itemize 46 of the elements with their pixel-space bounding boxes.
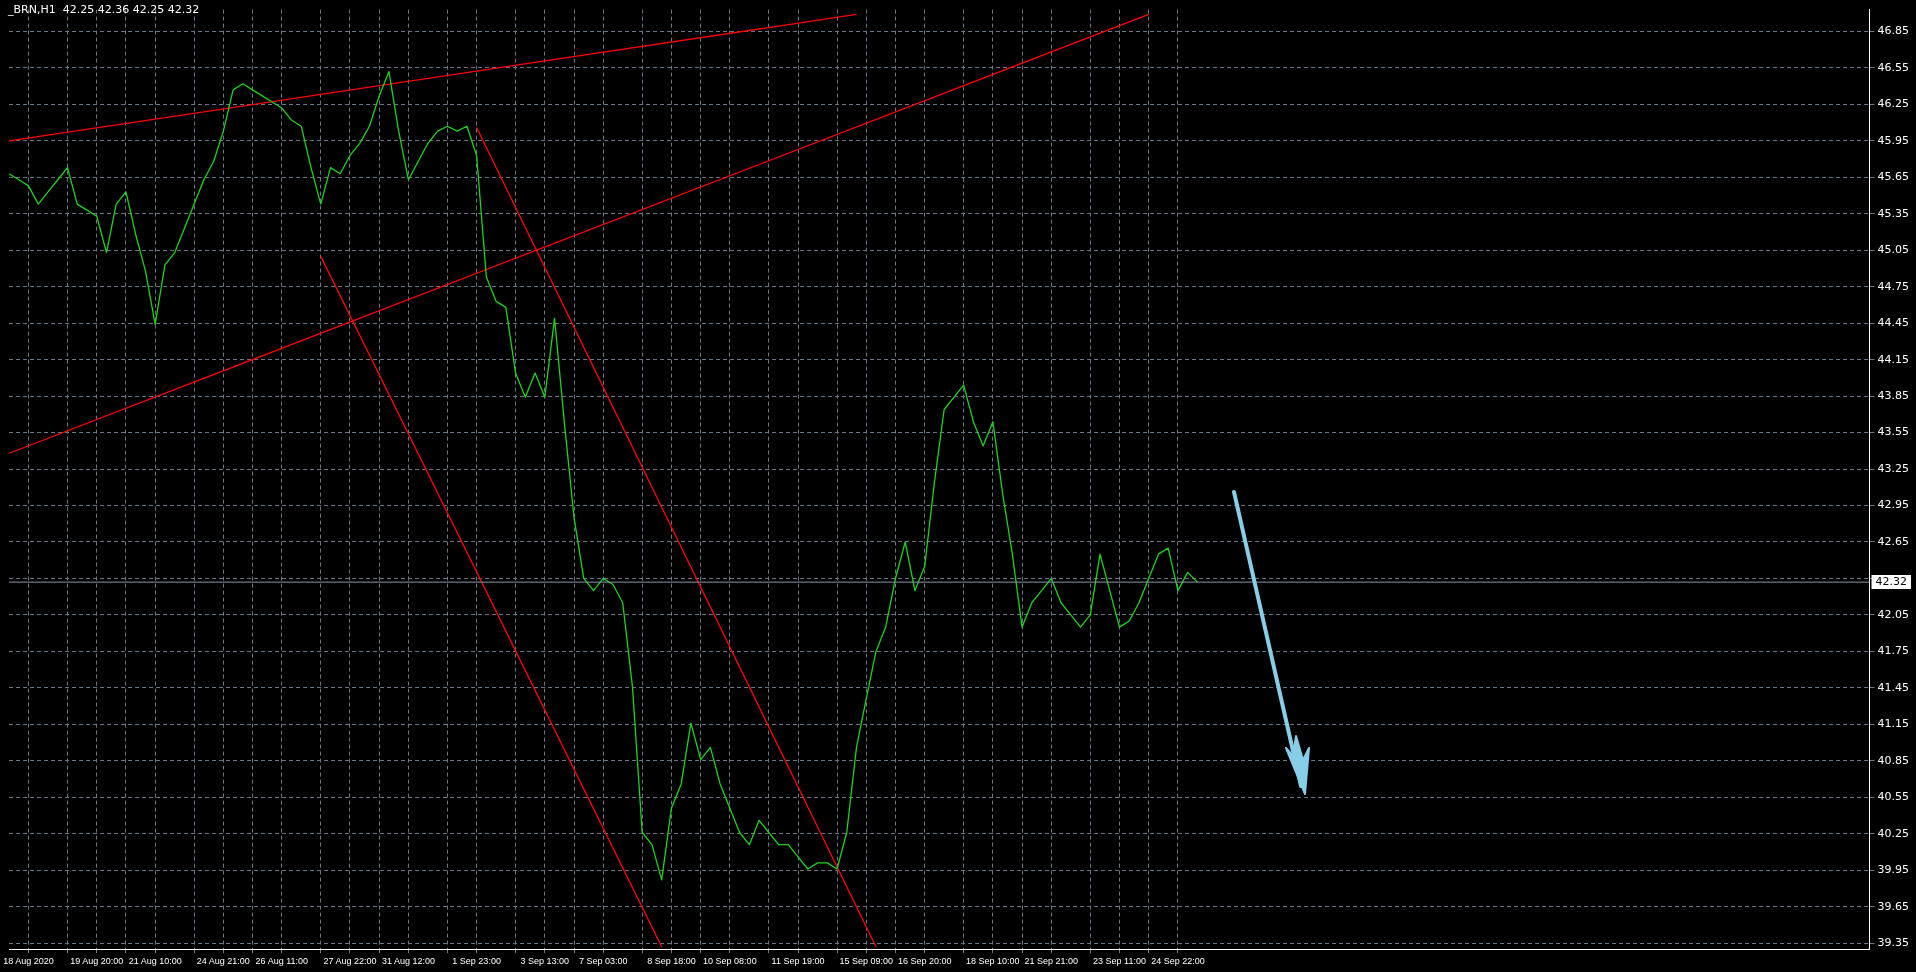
y-tick-label: 43.25 bbox=[1877, 461, 1910, 475]
y-tick-label: 46.55 bbox=[1877, 60, 1910, 74]
y-tick-label: 45.35 bbox=[1877, 206, 1910, 220]
y-tick-label: 45.95 bbox=[1877, 133, 1910, 147]
y-tick-label: 44.45 bbox=[1877, 316, 1910, 330]
y-tick-label: 39.35 bbox=[1877, 935, 1910, 949]
y-tick-label: 43.55 bbox=[1877, 425, 1910, 439]
y-tick-label: 46.85 bbox=[1877, 24, 1910, 38]
y-tick-label: 44.75 bbox=[1877, 279, 1910, 293]
x-tick-label: 3 Sep 13:00 bbox=[520, 956, 570, 967]
x-tick-label: 11 Sep 19:00 bbox=[771, 956, 825, 967]
x-tick-label: 24 Sep 22:00 bbox=[1151, 956, 1205, 967]
y-tick-label: 46.25 bbox=[1877, 97, 1910, 111]
x-tick-label: 26 Aug 11:00 bbox=[255, 956, 308, 967]
x-tick-label: 16 Sep 20:00 bbox=[897, 956, 952, 967]
x-tick-label: 1 Sep 23:00 bbox=[452, 956, 501, 967]
x-tick-label: 21 Aug 10:00 bbox=[128, 956, 182, 967]
y-tick-label: 41.15 bbox=[1877, 717, 1910, 731]
y-tick-label: 39.65 bbox=[1877, 899, 1910, 913]
y-tick-label: 42.65 bbox=[1877, 534, 1910, 548]
y-tick-label: 41.45 bbox=[1877, 680, 1910, 694]
x-tick-label: 27 Aug 22:00 bbox=[323, 956, 377, 967]
y-tick-label: 40.25 bbox=[1877, 826, 1910, 840]
x-tick-label: 8 Sep 18:00 bbox=[647, 956, 696, 967]
chart-title: _BRN,H1 42.25 42.36 42.25 42.32 bbox=[8, 3, 200, 16]
y-tick-label: 42.05 bbox=[1877, 607, 1910, 621]
x-tick-label: 23 Sep 11:00 bbox=[1093, 956, 1146, 967]
y-tick-label: 44.15 bbox=[1877, 352, 1910, 366]
x-tick-label: 7 Sep 03:00 bbox=[578, 956, 628, 967]
y-tick-label: 39.95 bbox=[1877, 863, 1910, 877]
y-tick-label: 42.95 bbox=[1877, 498, 1910, 512]
y-tick-label: 40.55 bbox=[1877, 790, 1910, 804]
y-tick-label: 45.65 bbox=[1877, 170, 1910, 184]
y-tick-label: 41.75 bbox=[1877, 644, 1910, 658]
y-tick-label: 40.85 bbox=[1877, 753, 1910, 767]
x-tick-label: 10 Sep 08:00 bbox=[703, 956, 757, 967]
x-tick-label: 18 Sep 10:00 bbox=[966, 956, 1020, 967]
ref-line-label: 42.32 bbox=[1875, 574, 1908, 588]
x-tick-label: 18 Aug 2020 bbox=[3, 956, 54, 967]
x-tick-label: 19 Aug 20:00 bbox=[70, 956, 124, 967]
x-tick-label: 15 Sep 09:00 bbox=[839, 956, 894, 967]
y-tick-label: 45.05 bbox=[1877, 243, 1910, 257]
x-tick-label: 24 Aug 21:00 bbox=[196, 956, 250, 967]
x-tick-label: 31 Aug 12:00 bbox=[381, 956, 435, 967]
x-tick-label: 21 Sep 21:00 bbox=[1024, 956, 1079, 967]
y-tick-label: 43.85 bbox=[1877, 389, 1910, 402]
